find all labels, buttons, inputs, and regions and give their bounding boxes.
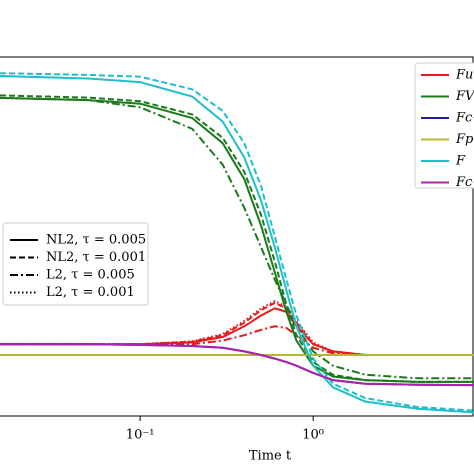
plot-frame bbox=[0, 56, 474, 417]
style-legend-label: L2, τ = 0.005 bbox=[46, 268, 135, 283]
x-axis-label: Time t bbox=[249, 449, 292, 464]
series-line bbox=[0, 343, 474, 387]
legend-label: Fp bbox=[455, 132, 474, 147]
series-line bbox=[0, 307, 474, 356]
style-legend-box bbox=[2, 222, 149, 306]
legend-label: Fc− bbox=[455, 175, 474, 190]
plot-lines bbox=[0, 72, 474, 414]
legend-label: FV bbox=[455, 89, 474, 104]
style-legend-label: NL2, τ = 0.001 bbox=[46, 250, 146, 265]
series-line bbox=[0, 96, 474, 383]
series-variant-line bbox=[0, 94, 474, 383]
style-legend-label: NL2, τ = 0.005 bbox=[46, 233, 146, 248]
x-tick-label: 10⁰ bbox=[302, 428, 324, 443]
legend-box bbox=[414, 62, 474, 189]
series-variant-line bbox=[0, 96, 474, 380]
style-legend-label: L2, τ = 0.001 bbox=[46, 285, 135, 300]
series-line bbox=[0, 75, 474, 414]
legend-label: Fc− bbox=[455, 111, 474, 126]
x-tick-label: 10⁻¹ bbox=[126, 428, 155, 443]
legend-label: Fu bbox=[455, 68, 473, 83]
series-variant-line bbox=[0, 72, 474, 412]
legend-label: F bbox=[455, 154, 466, 169]
